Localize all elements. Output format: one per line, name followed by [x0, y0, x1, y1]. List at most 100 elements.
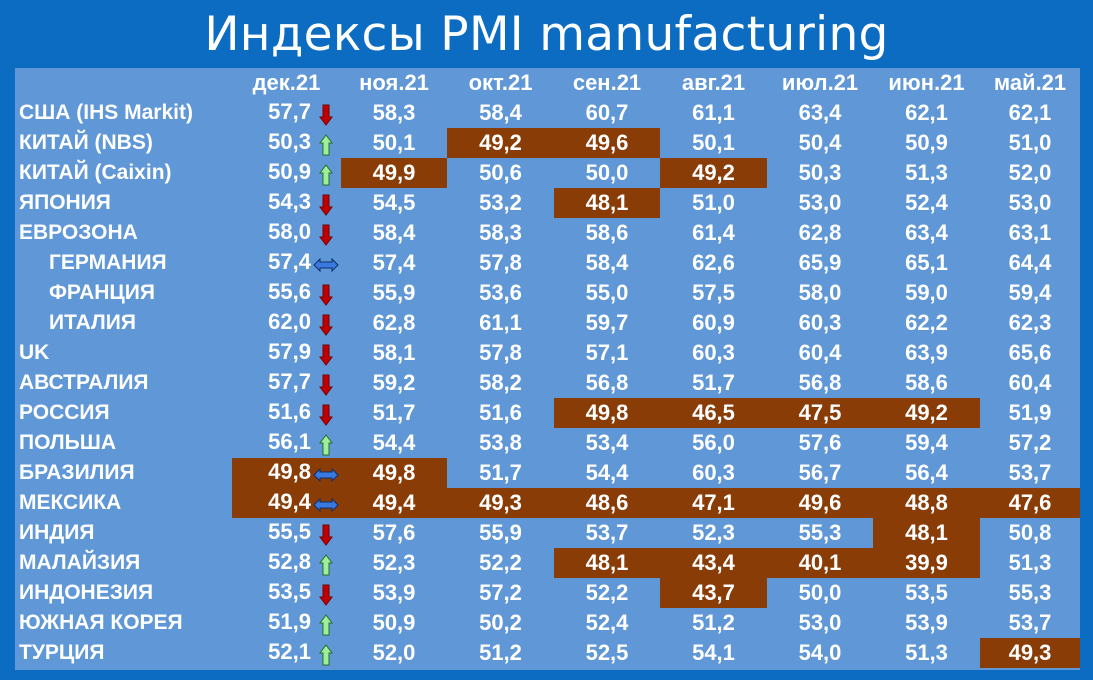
value-text: 49,8: [268, 459, 311, 485]
value-cell: 55,3: [1008, 580, 1052, 605]
value-cell-below-50: 49,3: [447, 488, 554, 518]
value-cell: 50,9: [372, 610, 416, 635]
left-right-arrow-icon: [311, 491, 341, 517]
value-cell: 50,0: [798, 580, 842, 605]
down-arrow-icon: [311, 341, 341, 367]
value-text: 50,3: [268, 129, 311, 155]
table-row: МАЛАЙЗИЯ 52,8 52,3 52,2 48,1 43,4 40,1 39,9 51,3: [15, 548, 1080, 578]
down-arrow-icon: [311, 281, 341, 307]
country-name: США (IHS Markit): [19, 101, 193, 124]
table-row: МЕКСИКА 49,4 49,4 49,3 48,6 47,1 49,6 48,8 47,6: [15, 488, 1080, 518]
value-cell: 62,8: [372, 310, 416, 335]
country-name: ИНДОНЕЗИЯ: [19, 581, 154, 604]
value-cell: 54,4: [585, 460, 629, 485]
value-cell-below-50: 48,1: [554, 548, 660, 578]
value-cell: 53,7: [1008, 610, 1052, 635]
value-cell: 53,7: [585, 520, 629, 545]
value-cell: 53,9: [905, 610, 948, 635]
value-cell: 52,8: [232, 548, 341, 578]
down-arrow-icon: [311, 371, 341, 397]
value-cell: 50,3: [798, 160, 842, 185]
value-cell: 57,6: [372, 520, 416, 545]
value-cell: 62,1: [1008, 100, 1052, 125]
value-cell: 57,8: [479, 250, 522, 275]
value-cell-below-50: 49,4: [232, 488, 341, 518]
value-cell: 56,8: [585, 370, 629, 395]
up-arrow-icon: [311, 161, 341, 187]
value-cell-below-50: 49,8: [341, 458, 447, 488]
value-cell-below-50: 48,1: [554, 188, 660, 218]
down-arrow-icon: [311, 101, 341, 127]
value-cell: 53,0: [1008, 190, 1052, 215]
value-cell: 65,1: [905, 250, 948, 275]
value-cell: 62,3: [1008, 310, 1052, 335]
value-cell: 58,4: [372, 220, 416, 245]
table-row: ГЕРМАНИЯ 57,4 57,4 57,8 58,4 62,6 65,9 65,1 64,4: [15, 248, 1080, 278]
value-cell: 50,9: [905, 130, 948, 155]
column-header: июн.21: [888, 70, 965, 95]
value-text: 57,9: [268, 339, 311, 365]
up-arrow-icon: [311, 551, 341, 577]
country-name: РОССИЯ: [19, 401, 110, 424]
table-row: ИТАЛИЯ 62,0 62,8 61,1 59,7 60,9 60,3 62,2 62,3: [15, 308, 1080, 338]
table-row: БРАЗИЛИЯ 49,8 49,8 51,7 54,4 60,3 56,7 56,4 53,7: [15, 458, 1080, 488]
value-cell: 50,6: [479, 160, 522, 185]
value-text: 50,9: [268, 159, 311, 185]
value-cell: 61,4: [692, 220, 735, 245]
table-row: КИТАЙ (NBS) 50,3 50,1 49,2 49,6 50,1 50,4 50,9 5…: [15, 128, 1080, 158]
value-cell: 53,4: [585, 430, 629, 455]
value-cell: 61,1: [692, 100, 735, 125]
value-cell: 54,1: [692, 640, 735, 665]
value-cell: 55,3: [798, 520, 842, 545]
value-cell: 51,0: [1008, 130, 1052, 155]
value-cell: 53,0: [798, 610, 842, 635]
value-cell: 51,3: [905, 160, 948, 185]
value-cell: 59,4: [1008, 280, 1052, 305]
value-cell: 55,9: [479, 520, 522, 545]
value-cell-below-50: 39,9: [873, 548, 980, 578]
column-header: окт.21: [468, 70, 533, 95]
value-cell: 50,1: [372, 130, 416, 155]
table-row: ЕВРОЗОНА 58,0 58,4 58,3 58,6 61,4 62,8 63,4 63,1: [15, 218, 1080, 248]
country-name: МАЛАЙЗИЯ: [19, 551, 141, 574]
country-name: ИТАЛИЯ: [49, 311, 136, 334]
down-arrow-icon: [311, 401, 341, 427]
value-cell: 50,1: [692, 130, 735, 155]
value-cell: 60,3: [692, 340, 735, 365]
value-cell: 58,4: [479, 100, 522, 125]
value-cell: 50,4: [798, 130, 842, 155]
value-cell: 62,1: [905, 100, 948, 125]
country-name: ЮЖНАЯ КОРЕЯ: [19, 611, 183, 634]
table-row: США (IHS Markit) 57,7 58,3 58,4 60,7 61,1 63,4…: [15, 98, 1080, 128]
table-row: ИНДОНЕЗИЯ 53,5 53,9 57,2 52,2 43,7 50,0 53,5 55,…: [15, 578, 1080, 608]
country-name: ФРАНЦИЯ: [49, 281, 155, 304]
value-cell: 51,2: [692, 610, 735, 635]
value-cell: 57,6: [798, 430, 842, 455]
country-name: КИТАЙ (Caixin): [19, 161, 172, 184]
country-name: АВСТРАЛИЯ: [19, 371, 149, 394]
value-text: 58,0: [268, 219, 311, 245]
value-cell-below-50: 48,6: [554, 488, 660, 518]
value-cell: 51,3: [1008, 550, 1052, 575]
country-name: КИТАЙ (NBS): [19, 131, 153, 154]
value-cell: 57,4: [232, 248, 341, 278]
value-cell-below-50: 46,5: [660, 398, 767, 428]
value-cell: 52,0: [1008, 160, 1052, 185]
value-cell: 54,4: [372, 430, 416, 455]
country-name: БРАЗИЛИЯ: [19, 461, 135, 484]
value-cell: 57,2: [1008, 430, 1052, 455]
value-cell: 56,4: [905, 460, 948, 485]
value-cell: 56,0: [692, 430, 735, 455]
up-arrow-icon: [311, 611, 341, 637]
value-cell: 57,8: [479, 340, 522, 365]
value-cell-below-50: 47,5: [767, 398, 873, 428]
table-row: ЮЖНАЯ КОРЕЯ 51,9 50,9 50,2 52,4 51,2 53,0 53,9 5…: [15, 608, 1080, 638]
down-arrow-icon: [311, 311, 341, 337]
value-cell: 51,7: [479, 460, 522, 485]
down-arrow-icon: [311, 221, 341, 247]
value-cell: 63,4: [798, 100, 842, 125]
value-cell: 55,5: [232, 518, 341, 548]
value-cell: 54,3: [232, 188, 341, 218]
value-cell: 50,0: [585, 160, 629, 185]
value-text: 55,5: [268, 519, 311, 545]
